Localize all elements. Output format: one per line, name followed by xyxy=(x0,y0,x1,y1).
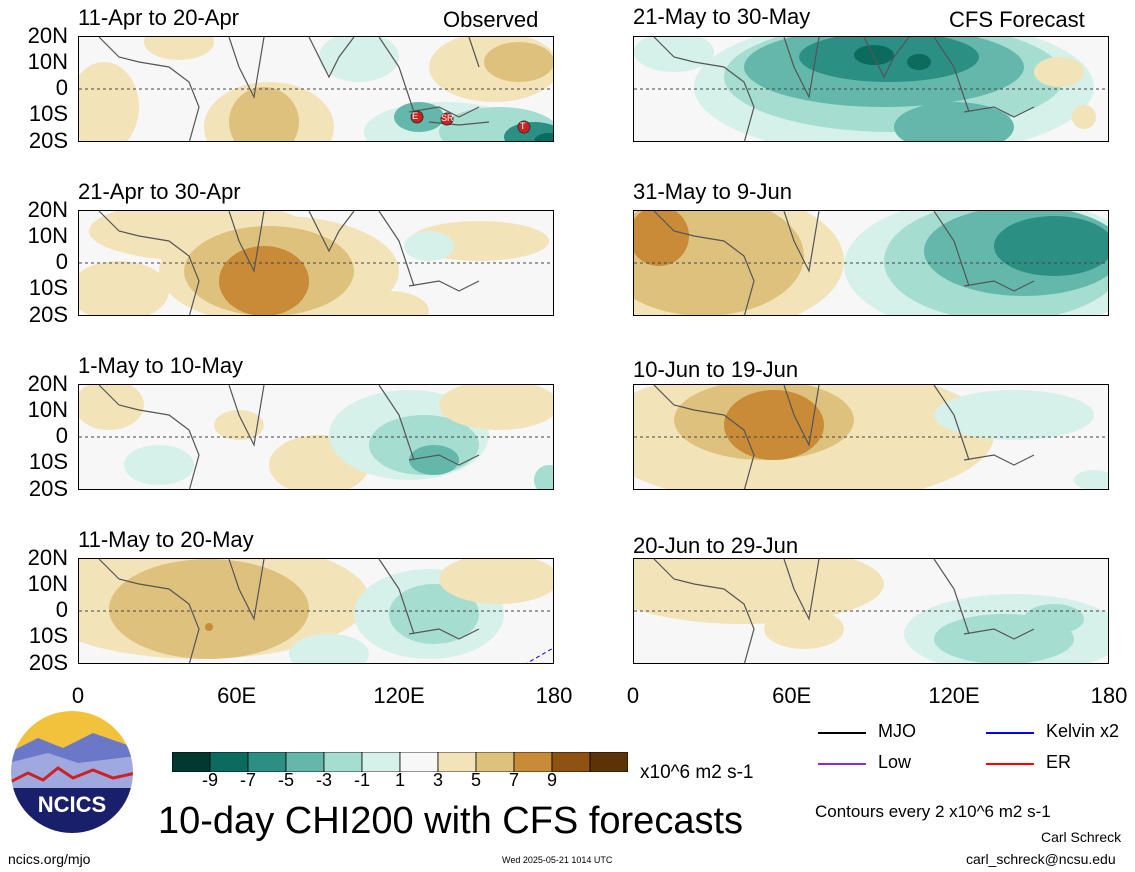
legend-kelvin-label: Kelvin x2 xyxy=(1046,721,1120,741)
panel-title-left-1: 11-Apr to 20-Apr xyxy=(78,5,240,30)
lon-label: 0 xyxy=(626,683,640,708)
lat-label: 10N xyxy=(27,49,68,74)
legend-kelvin-line xyxy=(986,732,1034,734)
colorbar-tick-label: -1 xyxy=(353,770,370,790)
panel-title-left-2: 21-Apr to 30-Apr xyxy=(78,179,241,204)
colorbar-tick-label: -7 xyxy=(239,770,256,790)
panel-title-right-2: 31-May to 9-Jun xyxy=(633,179,792,204)
contours-note: Contours every 2 x10^6 m2 s-1 xyxy=(815,802,1051,821)
lon-label: 0 xyxy=(71,683,85,708)
lat-label: 20N xyxy=(27,23,68,48)
lon-label: 180 xyxy=(1090,683,1128,708)
colorbar-tick-label: 1 xyxy=(394,770,405,790)
panel-title-right-1: 21-May to 30-May xyxy=(633,4,811,29)
main-title: 10-day CHI200 with CFS forecasts xyxy=(158,800,744,842)
legend-mjo-label: MJO xyxy=(878,721,916,741)
lat-label: 20S xyxy=(28,128,68,153)
colorbar-swatch xyxy=(361,752,401,772)
panel-title-right-3: 10-Jun to 19-Jun xyxy=(633,357,799,382)
map-panel-observed-1 xyxy=(78,36,554,142)
lat-label: 20S xyxy=(28,650,68,675)
lat-label: 0 xyxy=(55,597,68,622)
colorbar-tick-label: 5 xyxy=(470,770,481,790)
lat-label: 20S xyxy=(28,302,68,327)
lon-label: 120E xyxy=(928,683,980,708)
lat-label: 0 xyxy=(55,75,68,100)
legend-mjo-line xyxy=(818,732,866,734)
lat-label: 10N xyxy=(27,397,68,422)
cfs-forecast-label: CFS Forecast xyxy=(949,7,1085,32)
map-panel-forecast-1 xyxy=(633,36,1109,142)
footer-email[interactable]: carl_schreck@ncsu.edu xyxy=(966,851,1116,867)
lat-label: 0 xyxy=(55,423,68,448)
marker-t: T xyxy=(520,121,526,131)
lon-label: 120E xyxy=(373,683,425,708)
legend-low-label: Low xyxy=(878,752,912,772)
lat-label: 10S xyxy=(28,275,68,300)
colorbar-swatch xyxy=(437,752,477,772)
marker-e: E xyxy=(412,111,419,121)
lat-label: 10S xyxy=(28,623,68,648)
lat-label: 20N xyxy=(27,197,68,222)
lat-label: 20N xyxy=(27,371,68,396)
colorbar-swatch xyxy=(589,752,628,772)
colorbar-tick-label: -9 xyxy=(201,770,218,790)
colorbar-units: x10^6 m2 s-1 xyxy=(640,762,754,783)
colorbar-swatch xyxy=(172,752,211,772)
colorbar-swatch xyxy=(209,752,249,772)
lat-label: 10S xyxy=(28,101,68,126)
legend-er-line xyxy=(986,763,1034,765)
footer-url[interactable]: ncics.org/mjo xyxy=(8,851,91,867)
lat-label: 20N xyxy=(27,545,68,570)
legend-er-label: ER xyxy=(1046,752,1072,772)
lon-label: 180 xyxy=(535,683,573,708)
map-panel-observed-4 xyxy=(78,558,554,664)
colorbar xyxy=(172,752,628,772)
colorbar-swatch xyxy=(475,752,515,772)
colorbar-swatch xyxy=(399,752,439,772)
map-panel-forecast-4 xyxy=(633,558,1109,664)
colorbar-swatch xyxy=(513,752,553,772)
map-panel-forecast-3 xyxy=(633,384,1109,490)
logo-text: NCICS xyxy=(37,792,107,817)
map-panel-observed-3 xyxy=(78,384,554,490)
panel-title-left-4: 11-May to 20-May xyxy=(78,527,254,552)
lon-label: 60E xyxy=(772,683,812,708)
legend-low-line xyxy=(818,763,866,765)
observed-label: Observed xyxy=(443,7,539,32)
colorbar-tick-label: 3 xyxy=(432,770,443,790)
colorbar-swatch xyxy=(247,752,287,772)
colorbar-tick-label: -3 xyxy=(315,770,332,790)
colorbar-tick-label: 9 xyxy=(546,770,557,790)
lat-label: 10N xyxy=(27,223,68,248)
footer-timestamp: Wed 2025-05-21 1014 UTC xyxy=(502,855,613,865)
map-panel-observed-2 xyxy=(78,210,554,316)
colorbar-tick-label: -5 xyxy=(277,770,294,790)
lon-label: 60E xyxy=(217,683,257,708)
colorbar-swatch xyxy=(551,752,591,772)
lat-label: 10N xyxy=(27,571,68,596)
ncics-logo: NCICS xyxy=(8,708,136,836)
lat-label: 20S xyxy=(28,476,68,501)
colorbar-swatch xyxy=(285,752,325,772)
footer-author: Carl Schreck xyxy=(1041,829,1122,845)
lat-label: 0 xyxy=(55,249,68,274)
marker-sr: SR xyxy=(441,113,454,123)
map-panel-forecast-2 xyxy=(633,210,1109,316)
panel-title-left-3: 1-May to 10-May xyxy=(78,353,244,378)
lat-label: 10S xyxy=(28,449,68,474)
panel-title-right-4: 20-Jun to 29-Jun xyxy=(633,533,799,558)
colorbar-tick-label: 7 xyxy=(508,770,519,790)
colorbar-swatch xyxy=(323,752,363,772)
